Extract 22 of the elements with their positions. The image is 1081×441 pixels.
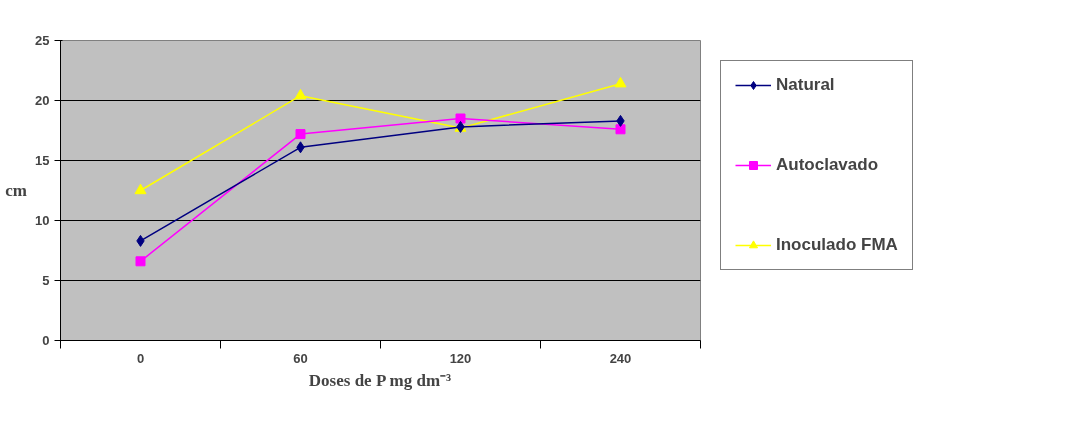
y-tick-label: 0 — [42, 333, 50, 348]
y-tick-label: 20 — [35, 93, 50, 108]
point — [294, 88, 307, 100]
x-axis-title: Doses de P mg dm⁻³ — [308, 370, 452, 390]
y-tick-label: 15 — [35, 153, 50, 168]
y-tick-label: 10 — [35, 213, 50, 228]
x-tick-label: 0 — [136, 350, 145, 366]
y-tick-label: 25 — [35, 33, 50, 48]
point — [134, 183, 147, 195]
x-tick-label: 60 — [293, 350, 308, 366]
point — [135, 256, 146, 267]
legend-label: Inoculado FMA — [776, 235, 898, 255]
point — [455, 113, 466, 124]
y-axis-title: cm — [5, 181, 28, 200]
legend-label: Natural — [776, 75, 835, 95]
y-tick-label: 5 — [42, 273, 50, 288]
legend-label: Autoclavado — [776, 155, 879, 175]
point — [295, 129, 306, 140]
x-tick-label: 240 — [609, 350, 632, 366]
point — [615, 124, 626, 135]
x-tick-label: 120 — [449, 350, 472, 366]
point — [614, 76, 627, 88]
